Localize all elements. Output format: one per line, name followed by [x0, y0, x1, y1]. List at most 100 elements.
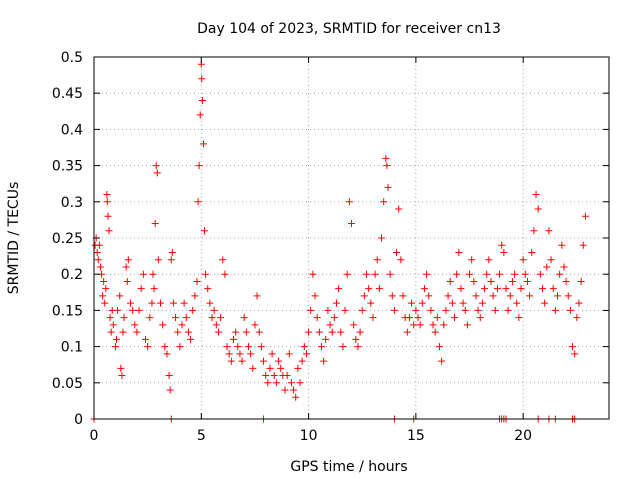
data-point	[245, 343, 252, 351]
data-point	[198, 75, 206, 83]
data-point	[466, 270, 474, 278]
data-point	[335, 285, 343, 293]
data-point	[418, 299, 426, 307]
data-point	[225, 350, 233, 358]
data-point	[378, 234, 386, 242]
data-point	[285, 350, 293, 358]
data-point	[309, 270, 317, 278]
y-tick-label: 0.5	[61, 50, 83, 66]
data-point	[119, 328, 127, 336]
data-point	[560, 263, 568, 271]
data-point	[579, 241, 587, 249]
data-point	[257, 343, 265, 351]
data-point	[223, 343, 231, 351]
data-point	[198, 96, 206, 104]
data-point	[174, 328, 182, 336]
data-point	[375, 285, 383, 293]
data-point	[496, 270, 504, 278]
data-point	[330, 314, 338, 322]
data-point	[564, 292, 572, 300]
data-point	[408, 299, 416, 307]
data-point	[99, 292, 107, 300]
data-point	[201, 227, 209, 235]
data-point	[191, 292, 199, 300]
data-point	[356, 328, 364, 336]
data-point	[425, 292, 433, 300]
data-point	[137, 285, 145, 293]
data-point	[148, 299, 156, 307]
data-point	[139, 270, 147, 278]
data-point	[448, 299, 456, 307]
data-point	[120, 314, 128, 322]
data-point	[242, 328, 250, 336]
data-point	[382, 154, 390, 162]
data-point	[504, 306, 512, 314]
data-point	[416, 321, 424, 329]
data-point	[354, 343, 362, 351]
data-point	[163, 350, 171, 358]
data-point	[571, 350, 579, 358]
data-point	[277, 364, 285, 372]
data-point	[96, 263, 104, 271]
data-point	[528, 248, 536, 256]
data-points	[90, 60, 589, 423]
data-point	[369, 314, 377, 322]
data-point	[322, 335, 330, 343]
data-point	[184, 328, 192, 336]
data-point	[489, 292, 497, 300]
data-point	[556, 270, 564, 278]
data-point	[517, 285, 525, 293]
data-point	[459, 299, 467, 307]
data-point	[549, 285, 557, 293]
data-point	[388, 292, 396, 300]
data-point	[290, 386, 298, 394]
data-point	[305, 328, 313, 336]
data-point	[508, 277, 516, 285]
data-point	[397, 256, 405, 264]
data-point	[500, 248, 508, 256]
data-point	[157, 299, 165, 307]
data-point	[117, 364, 125, 372]
data-point	[403, 328, 411, 336]
data-point	[94, 256, 102, 264]
data-point	[123, 277, 131, 285]
data-point	[453, 270, 461, 278]
data-point	[264, 379, 272, 387]
data-point	[154, 256, 162, 264]
data-point	[367, 299, 375, 307]
y-tick-label: 0.45	[52, 86, 83, 102]
data-point	[266, 364, 274, 372]
data-point	[343, 270, 351, 278]
data-point	[169, 299, 177, 307]
data-point	[373, 256, 381, 264]
data-point	[146, 314, 154, 322]
data-point	[182, 314, 190, 322]
data-point	[93, 248, 101, 256]
data-point	[440, 321, 448, 329]
data-point	[114, 306, 122, 314]
data-point	[270, 372, 278, 380]
data-point	[423, 270, 431, 278]
data-point	[463, 321, 471, 329]
data-point	[151, 220, 159, 228]
data-point	[513, 299, 521, 307]
data-point	[217, 314, 225, 322]
data-point	[320, 357, 328, 365]
data-point	[133, 328, 141, 336]
y-tick-label: 0.35	[52, 159, 83, 175]
y-tick-label: 0.4	[61, 122, 83, 138]
data-point	[249, 364, 257, 372]
data-point	[530, 227, 538, 235]
data-point	[363, 270, 371, 278]
data-point	[534, 205, 542, 213]
data-point	[189, 306, 197, 314]
data-point	[196, 111, 204, 119]
data-point	[573, 314, 581, 322]
y-axis-ticks: 0 0.05 0.1 0.15 0.2 0.25 0.3 0.35 0.4 0.45 0.5	[52, 50, 609, 428]
data-point	[135, 306, 143, 314]
data-point	[485, 256, 493, 264]
data-point	[210, 306, 218, 314]
data-point	[292, 393, 300, 401]
data-point	[111, 343, 119, 351]
data-point	[150, 285, 158, 293]
